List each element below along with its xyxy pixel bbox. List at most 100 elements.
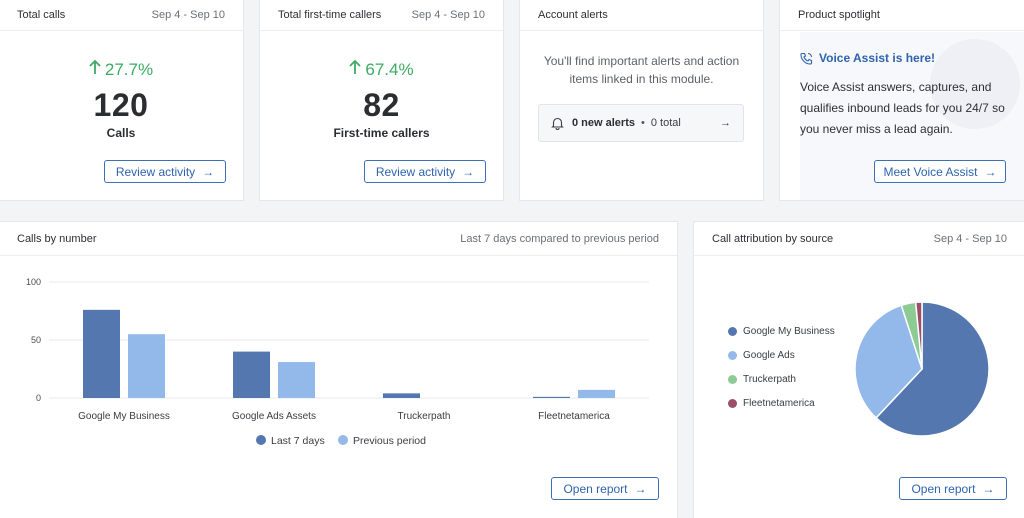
y-tick-label: 100 <box>26 277 41 287</box>
percent-change: 27.7% <box>0 59 243 80</box>
legend-label: Google My Business <box>743 326 835 337</box>
call-attribution-pie <box>854 301 990 437</box>
legend-dot <box>728 327 737 336</box>
calls-by-number-card: Calls by number Last 7 days compared to … <box>0 221 678 518</box>
card-title: Account alerts <box>538 8 608 21</box>
date-range: Sep 4 - Sep 10 <box>933 232 1007 245</box>
stat-value: 120 <box>93 87 149 123</box>
alerts-description: You'll find important alerts and action … <box>520 52 763 88</box>
card-header: Total calls Sep 4 - Sep 10 <box>0 0 243 31</box>
legend-dot <box>256 435 266 445</box>
card-header: Call attribution by source Sep 4 - Sep 1… <box>694 222 1024 256</box>
comparison-range: Last 7 days compared to previous period <box>460 232 659 245</box>
date-range: Sep 4 - Sep 10 <box>411 8 485 21</box>
date-range: Sep 4 - Sep 10 <box>151 8 225 21</box>
card-title: Product spotlight <box>798 8 880 21</box>
stat-label: First-time callers <box>333 126 430 140</box>
legend-item: Google Ads <box>728 350 835 361</box>
headline-text: Voice Assist is here! <box>819 51 936 65</box>
button-label: Meet Voice Assist <box>883 164 978 179</box>
card-header: Total first-time callers Sep 4 - Sep 10 <box>260 0 503 31</box>
legend-item: Truckerpath <box>728 374 835 385</box>
percent-value: 67.4% <box>365 59 414 79</box>
alerts-description-line: items linked in this module. <box>569 72 714 86</box>
stat-label: Calls <box>106 126 136 140</box>
arrow-right-icon: → <box>202 164 215 179</box>
legend-dot <box>728 399 737 408</box>
review-activity-button[interactable]: Review activity → <box>104 160 226 183</box>
card-title: Calls by number <box>17 232 97 245</box>
percent-change: 67.4% <box>260 59 503 80</box>
pie-slice <box>914 301 923 370</box>
x-tick-label: Google My Business <box>78 411 170 422</box>
arrow-right-icon: → <box>984 164 997 179</box>
spotlight-body-line: you never miss a lead again. <box>800 122 953 136</box>
arrow-up-icon <box>349 59 362 80</box>
account-alerts-card: Account alerts You'll find important ale… <box>519 0 764 201</box>
card-header: Product spotlight <box>780 0 1024 31</box>
spotlight-headline: Voice Assist is here! <box>800 51 935 65</box>
arrow-right-icon: → <box>634 481 647 496</box>
legend-dot <box>338 435 348 445</box>
legend-label: Google Ads <box>743 350 795 361</box>
arrow-right-icon: → <box>462 164 475 179</box>
legend-dot <box>728 375 737 384</box>
new-alerts-count: 0 new alerts <box>572 117 635 129</box>
percent-value: 27.7% <box>104 59 154 79</box>
phone-icon <box>800 52 813 65</box>
bar <box>578 389 615 398</box>
legend-label: Truckerpath <box>743 374 796 385</box>
y-tick-label: 0 <box>36 393 41 403</box>
legend-dot <box>728 351 737 360</box>
bar <box>128 334 165 398</box>
product-spotlight-card: Product spotlight Voice Assist is here! … <box>779 0 1024 201</box>
arrow-right-icon: → <box>982 481 995 496</box>
legend-item: Google My Business <box>728 326 835 337</box>
button-label: Open report <box>563 481 628 496</box>
bar <box>83 309 120 398</box>
card-title: Total first-time callers <box>278 8 382 21</box>
x-tick-label: Fleetnetamerica <box>538 411 610 422</box>
first-time-callers-card: Total first-time callers Sep 4 - Sep 10 … <box>259 0 504 201</box>
spotlight-body-line: qualifies inbound leads for you 24/7 so <box>800 101 1005 115</box>
x-tick-label: Google Ads Assets <box>232 411 316 422</box>
bell-icon <box>551 116 564 130</box>
arrow-up-icon <box>89 59 101 80</box>
review-activity-button[interactable]: Review activity → <box>364 160 486 183</box>
alerts-summary-row[interactable]: 0 new alerts • 0 total → <box>538 104 744 142</box>
bar <box>533 396 570 398</box>
total-alerts-count: 0 total <box>650 117 681 129</box>
button-label: Review activity <box>115 164 196 179</box>
arrow-right-icon: → <box>720 117 731 129</box>
call-attribution-card: Call attribution by source Sep 4 - Sep 1… <box>693 221 1024 518</box>
card-header: Account alerts <box>520 0 763 31</box>
open-report-button[interactable]: Open report → <box>551 477 659 500</box>
legend-item: Fleetnetamerica <box>728 398 835 409</box>
calls-by-number-chart: 0 50 100 Google My Business Google Ads Asset… <box>26 277 649 447</box>
x-tick-label: Truckerpath <box>398 411 451 422</box>
legend-label: Previous period <box>353 435 426 447</box>
card-header: Calls by number Last 7 days compared to … <box>0 222 677 256</box>
y-tick-label: 50 <box>31 335 41 345</box>
bar <box>233 351 270 398</box>
legend-label: Last 7 days <box>271 435 325 447</box>
button-label: Open report <box>911 481 976 496</box>
legend-label: Fleetnetamerica <box>743 398 815 409</box>
decorative-background-shape <box>930 39 1020 129</box>
meet-voice-assist-button[interactable]: Meet Voice Assist → <box>874 160 1006 183</box>
button-label: Review activity <box>375 164 456 179</box>
spotlight-body: Voice Assist answers, captures, and qual… <box>800 77 1005 140</box>
separator-dot: • <box>640 117 645 129</box>
pie-slice <box>854 304 923 419</box>
open-report-button[interactable]: Open report → <box>899 477 1007 500</box>
card-title: Call attribution by source <box>712 232 834 245</box>
total-calls-card: Total calls Sep 4 - Sep 10 27.7% 120 Cal… <box>0 0 244 201</box>
alerts-description-line: You'll find important alerts and action <box>543 54 740 68</box>
bar <box>278 362 315 398</box>
pie-slice <box>875 301 990 437</box>
pie-legend: Google My Business Google Ads Truckerpath F… <box>728 326 835 409</box>
spotlight-body-line: Voice Assist answers, captures, and <box>800 80 992 94</box>
stat-value: 82 <box>363 87 400 123</box>
bar <box>383 393 420 398</box>
card-title: Total calls <box>17 8 66 21</box>
